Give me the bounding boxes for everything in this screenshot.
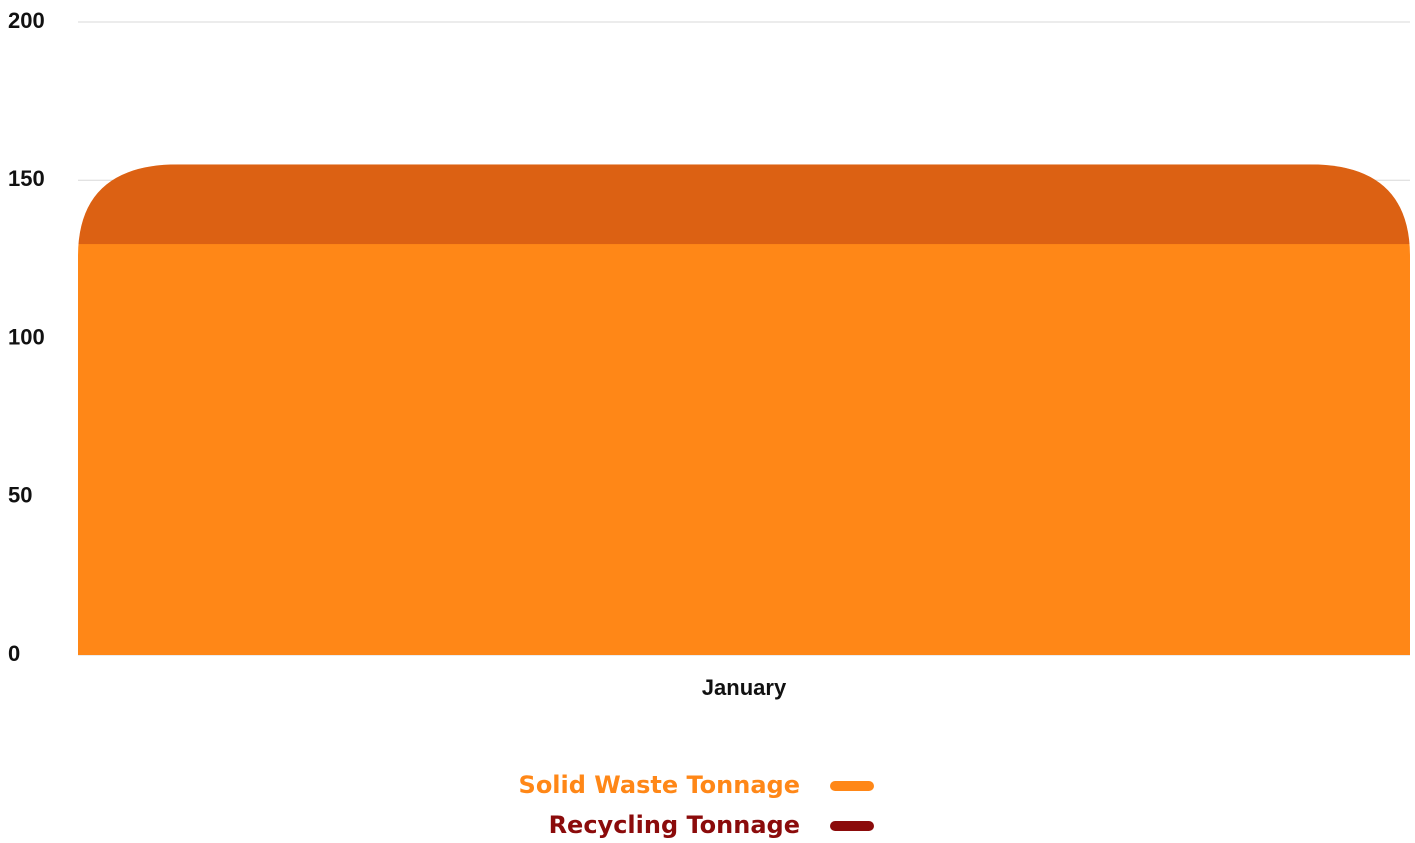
- bar-segment: [78, 164, 1410, 245]
- x-tick-label: January: [702, 675, 787, 700]
- legend-label: Recycling Tonnage: [549, 811, 800, 839]
- bar-group: [78, 164, 1410, 656]
- y-tick-label: 100: [8, 324, 45, 349]
- bar-segment: [78, 243, 1410, 656]
- y-tick-label: 200: [8, 8, 45, 33]
- bar-segment-base: [78, 164, 1410, 245]
- y-tick-label: 50: [8, 483, 32, 508]
- legend-label: Solid Waste Tonnage: [519, 771, 800, 799]
- y-tick-label: 0: [8, 641, 20, 666]
- bar-segment-tint: [78, 164, 1410, 245]
- y-tick-label: 150: [8, 166, 45, 191]
